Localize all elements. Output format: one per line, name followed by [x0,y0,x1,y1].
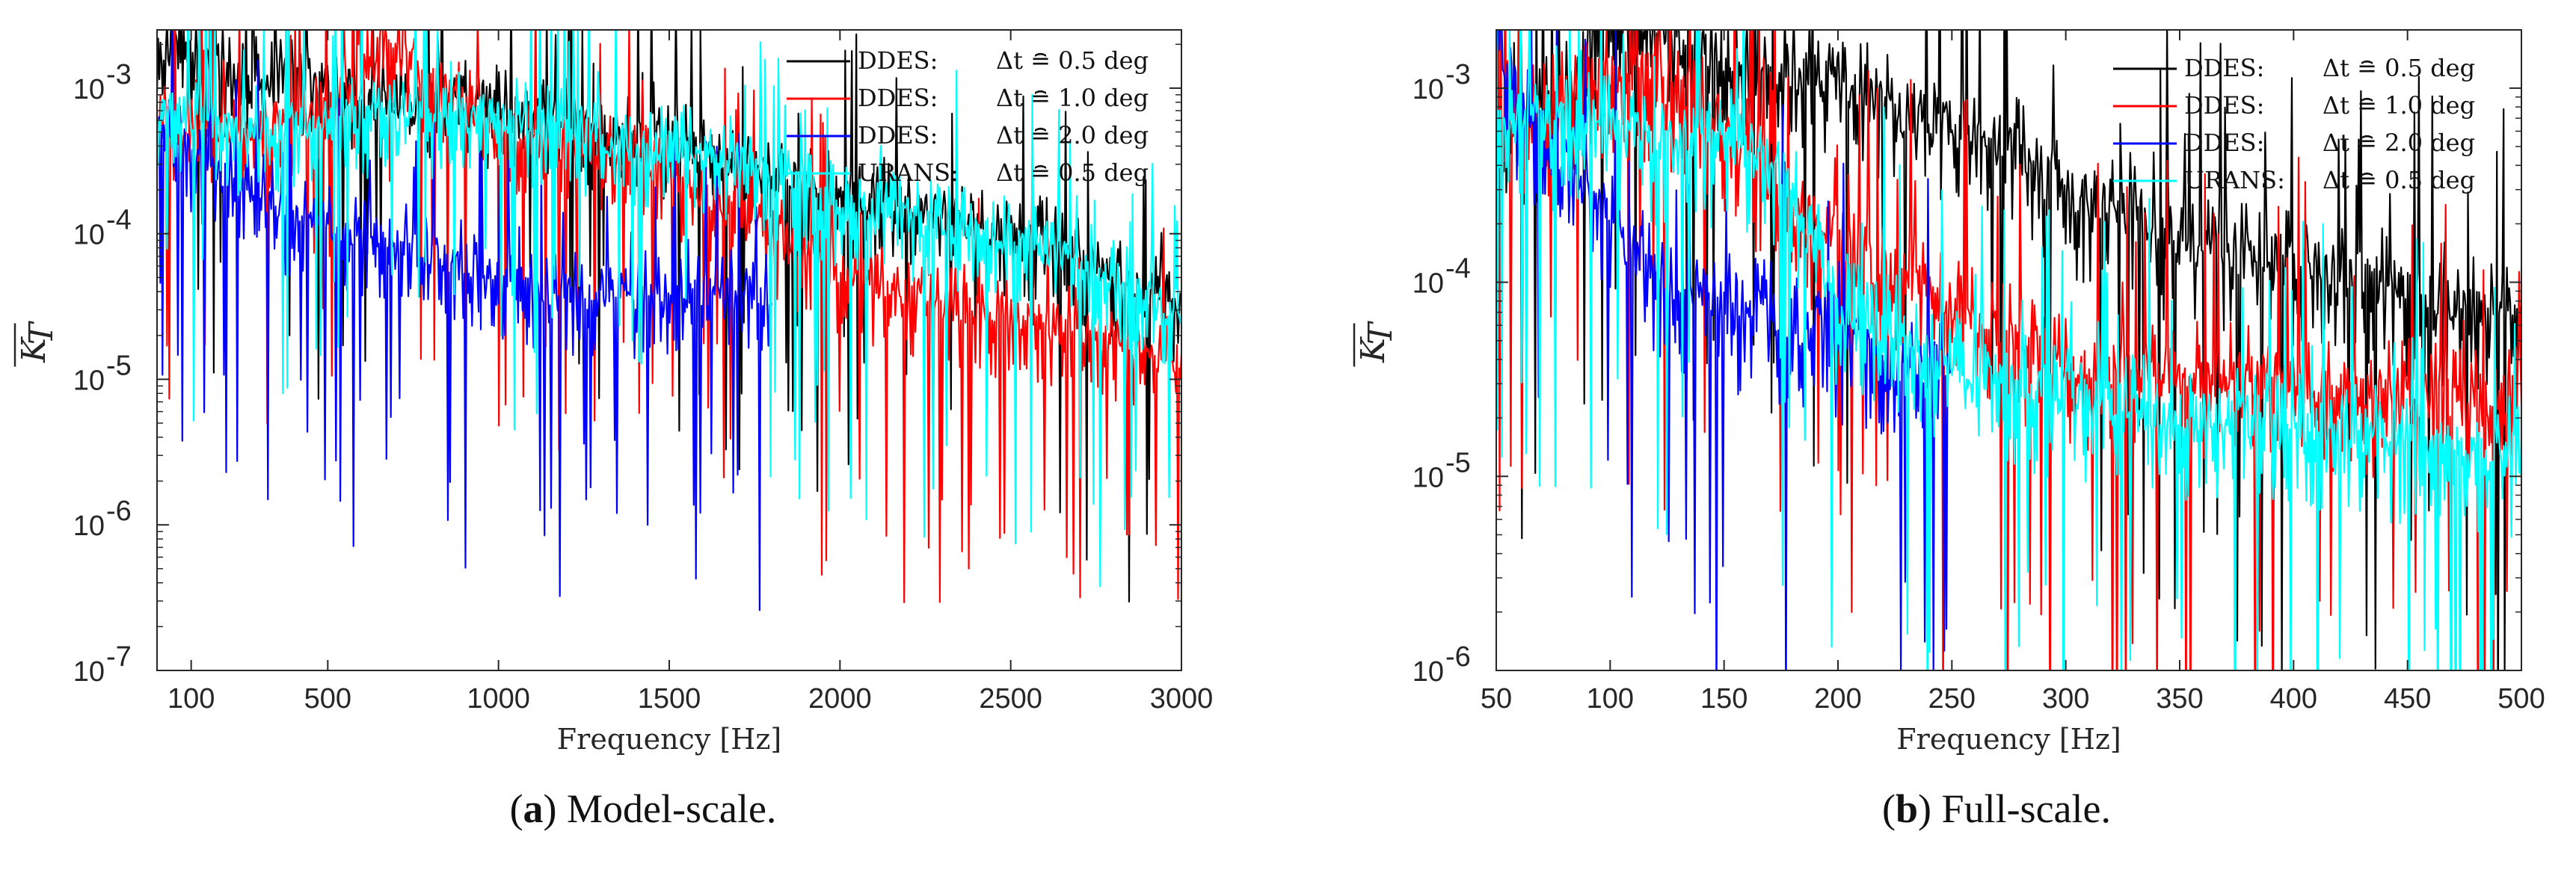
y-tick-label: 10 [1413,74,1444,105]
legend-name-2: DDES: [858,121,938,149]
x-tick-label: 1000 [467,683,530,715]
y-tick-label: 10 [73,220,105,251]
x-tick-label: 300 [2042,683,2089,715]
axes-box [1496,29,2522,671]
legend-name-3: URANS: [858,158,959,187]
x-tick-label: 100 [167,683,215,715]
caption-paren-close: ) [544,786,557,831]
y-tick-label: 10 [1413,656,1444,688]
y-tick-exponent: -6 [1445,641,1471,673]
series-line-2 [157,30,773,611]
x-tick-label: 400 [2270,683,2317,715]
series-line-2 [1496,30,1952,670]
caption-paren-close: ) [1918,786,1931,831]
series-line-3 [1496,30,2521,670]
y-tick-label: 10 [73,511,105,542]
legend-dt-2: Δt ≘ 2.0 deg [2323,129,2475,157]
x-tick-label: 350 [2156,683,2203,715]
caption-paren-open: ( [1882,786,1896,831]
x-tick-label: 450 [2384,683,2431,715]
panel-caption: (b) Full-scale. [1882,786,2111,831]
y-tick-exponent: -6 [106,496,132,527]
legend-dt-2: Δt ≘ 2.0 deg [996,121,1149,149]
panel-caption: (a) Model-scale. [510,786,777,831]
legend-name-0: DDES: [858,46,938,75]
y-axis-label-main: K [15,336,53,363]
y-tick-exponent: -3 [106,59,132,90]
legend-name-1: DDES: [858,84,938,112]
legend-dt-3: Δt ≘ 0.5 deg [2323,166,2475,194]
series-line-0 [1496,30,2521,670]
x-tick-label: 500 [2497,683,2545,715]
legend-name-1: DDES: [2184,91,2264,120]
caption-text: Full-scale. [1931,786,2111,831]
x-tick-label: 3000 [1150,683,1214,715]
x-tick-label: 250 [1928,683,1976,715]
legend-name-0: DDES: [2184,54,2264,82]
caption-letter: a [523,786,544,831]
y-tick-label: 10 [73,656,105,688]
x-tick-label: 1500 [638,683,701,715]
x-tick-label: 50 [1481,683,1512,715]
y-tick-exponent: -5 [1445,447,1471,478]
y-tick-exponent: -4 [1445,253,1471,285]
y-tick-label: 10 [73,365,105,396]
x-tick-label: 500 [304,683,351,715]
caption-paren-open: ( [510,786,523,831]
y-axis-label-main: K [1354,336,1392,363]
x-axis-label: Frequency [Hz] [1896,723,2121,756]
x-tick-label: 150 [1700,683,1747,715]
y-tick-label: 10 [1413,268,1444,300]
x-axis-label: Frequency [Hz] [557,723,781,756]
x-tick-label: 100 [1587,683,1634,715]
plot-area [157,30,1181,611]
y-tick-exponent: -3 [1445,59,1471,90]
y-tick-exponent: -5 [106,350,132,381]
x-tick-label: 2500 [979,683,1042,715]
legend-dt-0: Δt ≘ 0.5 deg [996,46,1149,75]
y-axis-label-sub: T [22,320,61,345]
legend-dt-3: Δt ≘ 0.5 deg [996,158,1149,187]
y-axis-label-sub: T [1362,320,1400,345]
series-line-3 [157,30,1181,587]
legend-name-2: DDES: [2184,129,2264,157]
y-tick-label: 10 [73,74,105,105]
plot-area [1496,30,2521,670]
legend-dt-1: Δt ≘ 1.0 deg [996,84,1149,112]
y-tick-label: 10 [1413,462,1444,493]
legend-dt-1: Δt ≘ 1.0 deg [2323,91,2475,120]
caption-letter: b [1896,786,1918,831]
x-tick-label: 200 [1814,683,1861,715]
x-tick-label: 2000 [808,683,872,715]
y-axis-label: KT [1353,320,1400,367]
legend-name-3: URANS: [2184,166,2285,194]
y-tick-exponent: -7 [106,641,132,673]
chart-panel-a: 100 500 1000 1500 2000 2500 300010-710-610-510… [13,29,1214,831]
y-tick-exponent: -4 [106,205,132,236]
legend-dt-0: Δt ≘ 0.5 deg [2323,54,2475,82]
caption-text: Model-scale. [557,786,777,831]
y-axis-label: KT [13,320,61,367]
